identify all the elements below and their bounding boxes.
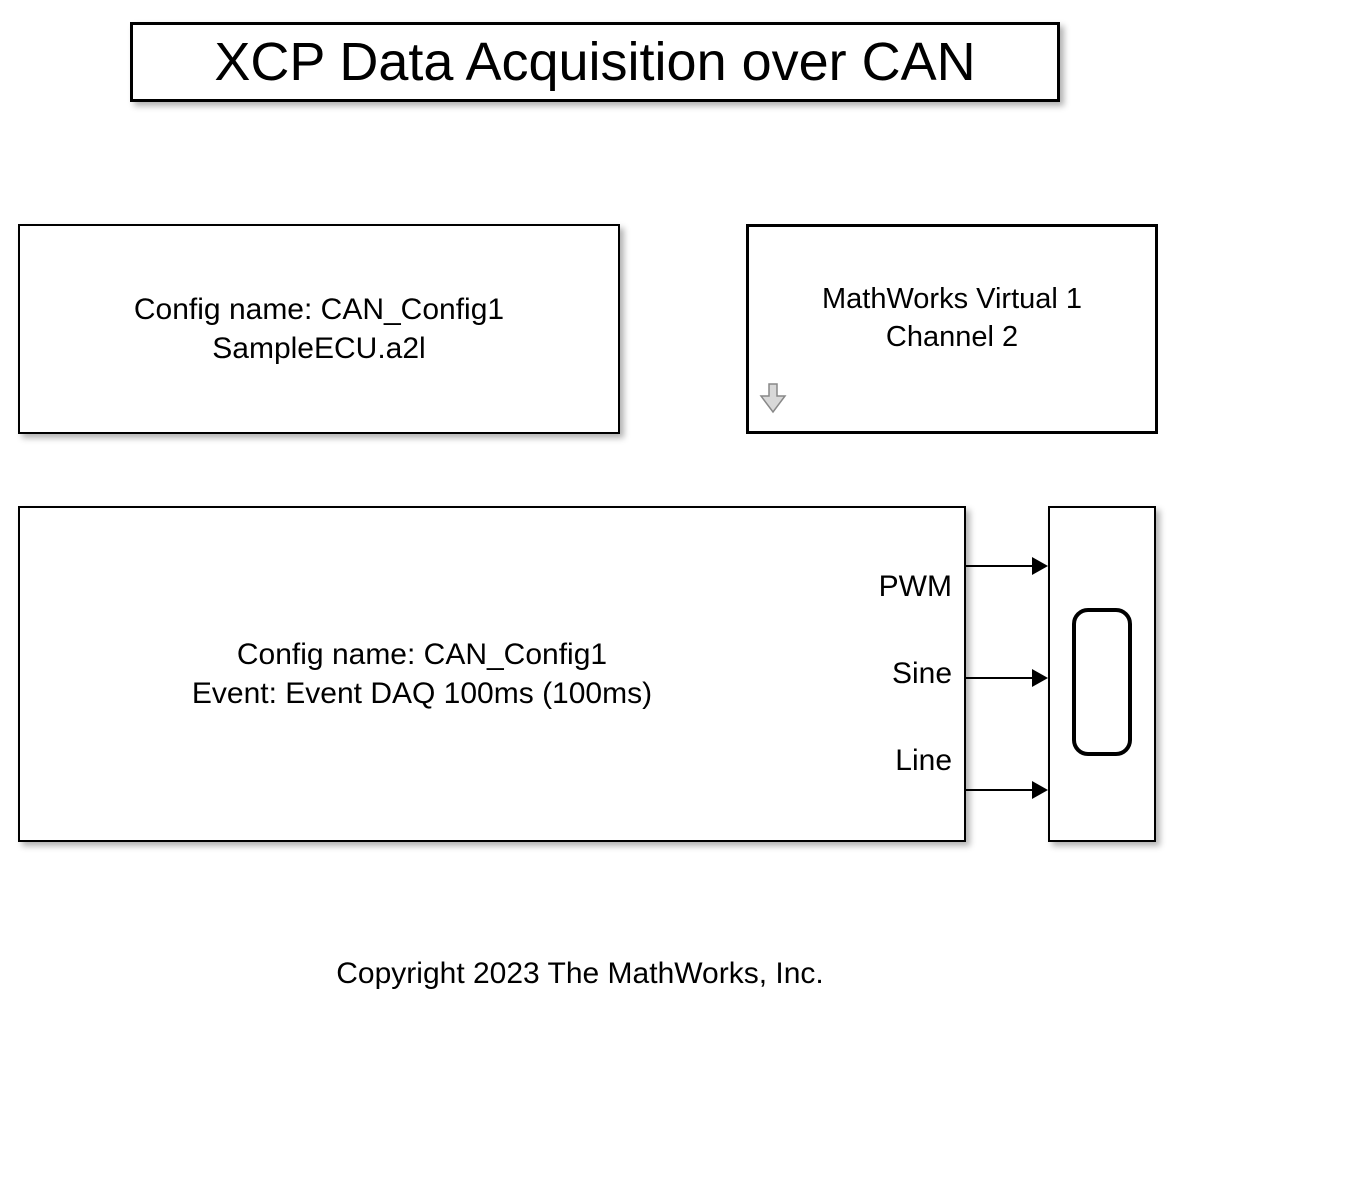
channel-block-text: MathWorks Virtual 1 Channel 2 [822, 281, 1082, 356]
config-line1: Config name: CAN_Config1 [134, 290, 504, 329]
output-label-sine: Sine [879, 657, 952, 691]
xcp-daq-block[interactable]: Config name: CAN_Config1 Event: Event DA… [18, 506, 966, 842]
title-block: XCP Data Acquisition over CAN [130, 22, 1060, 102]
arrow-head-pwm [1032, 557, 1048, 575]
scope-screen-icon [1072, 608, 1132, 756]
daq-line2: Event: Event DAQ 100ms (100ms) [192, 674, 652, 713]
signal-line-line [966, 789, 1032, 791]
copyright-text: Copyright 2023 The MathWorks, Inc. [0, 957, 1160, 991]
output-label-line: Line [879, 744, 952, 778]
channel-line1: MathWorks Virtual 1 [822, 281, 1082, 319]
down-arrow-icon [759, 382, 787, 419]
daq-line1: Config name: CAN_Config1 [192, 635, 652, 674]
can-channel-block[interactable]: MathWorks Virtual 1 Channel 2 [746, 224, 1158, 434]
output-labels: PWM Sine Line [879, 508, 952, 840]
signal-line-pwm [966, 565, 1032, 567]
arrow-head-line [1032, 781, 1048, 799]
daq-block-text: Config name: CAN_Config1 Event: Event DA… [192, 635, 652, 713]
scope-block[interactable] [1048, 506, 1156, 842]
arrow-head-sine [1032, 669, 1048, 687]
diagram-title: XCP Data Acquisition over CAN [214, 31, 975, 93]
output-label-pwm: PWM [879, 570, 952, 604]
channel-line2: Channel 2 [822, 319, 1082, 357]
signal-line-sine [966, 677, 1032, 679]
config-block-text: Config name: CAN_Config1 SampleECU.a2l [134, 290, 504, 368]
xcp-config-block[interactable]: Config name: CAN_Config1 SampleECU.a2l [18, 224, 620, 434]
config-line2: SampleECU.a2l [134, 329, 504, 368]
